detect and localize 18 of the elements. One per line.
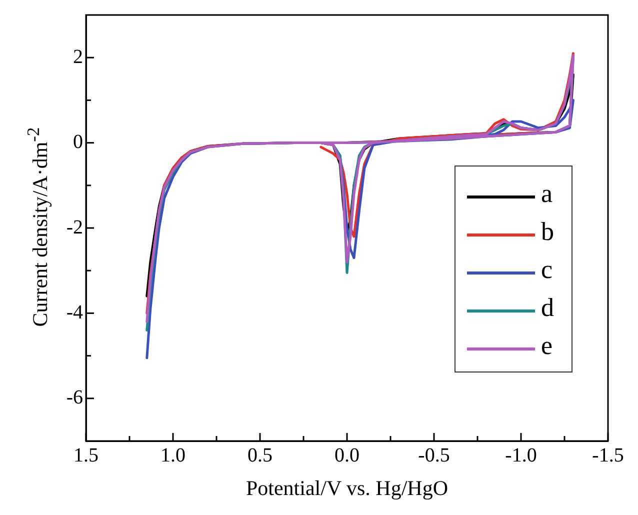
y-tick-label: -4 bbox=[66, 301, 83, 324]
x-tick-label: 1.0 bbox=[160, 444, 186, 466]
x-tick-label: -1.0 bbox=[505, 444, 537, 466]
y-tick-label: 0 bbox=[73, 131, 83, 154]
legend-label: c bbox=[541, 254, 553, 284]
y-tick-label: 2 bbox=[73, 46, 83, 68]
legend-label: b bbox=[541, 216, 554, 246]
legend-label: e bbox=[541, 330, 553, 360]
y-tick-label: -2 bbox=[66, 216, 83, 238]
x-axis-title: Potential/V vs. Hg/HgO bbox=[244, 476, 450, 501]
x-tick-label: 0.0 bbox=[334, 444, 360, 466]
x-tick-label: -1.5 bbox=[592, 444, 624, 466]
legend-label: a bbox=[541, 178, 553, 208]
x-tick-label: -0.5 bbox=[418, 444, 450, 466]
y-tick-label: -6 bbox=[66, 386, 83, 409]
x-tick-label: 1.5 bbox=[74, 444, 98, 466]
x-tick-label: 0.5 bbox=[248, 444, 272, 466]
legend-label: d bbox=[541, 292, 554, 322]
